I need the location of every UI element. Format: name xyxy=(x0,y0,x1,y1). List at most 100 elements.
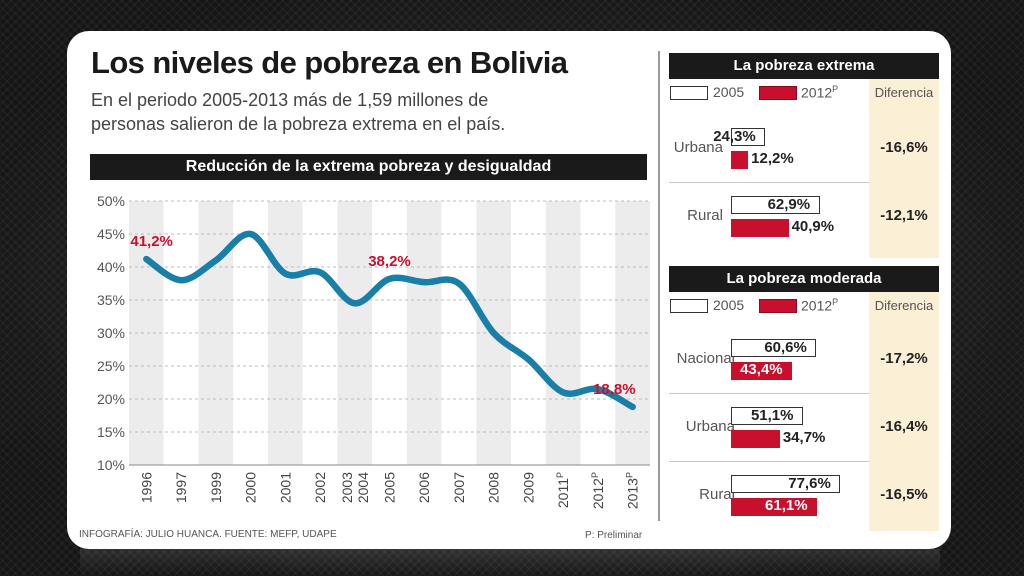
data-point xyxy=(561,390,565,394)
data-point xyxy=(179,278,183,282)
difference-value: -12,1% xyxy=(880,207,928,224)
bar-2012 xyxy=(731,362,793,380)
y-tick-label: 20% xyxy=(97,391,125,407)
bar-2012 xyxy=(731,219,789,237)
row-urbana: Urbana 51,1% 34,7% -16,4% xyxy=(669,394,939,462)
y-tick-label: 10% xyxy=(97,457,125,473)
difference-header: Diferencia xyxy=(874,85,934,100)
x-tick-label: 2006 xyxy=(416,472,432,503)
value-2005: 51,1% xyxy=(750,407,794,424)
value-2005: 77,6% xyxy=(788,475,831,492)
data-point xyxy=(631,405,635,409)
value-2012: 61,1% xyxy=(765,497,808,514)
x-tick-label: 2003 xyxy=(339,472,355,503)
difference-value: -17,2% xyxy=(880,350,928,367)
moderate-poverty-header: La pobreza moderada xyxy=(669,266,939,292)
row-rural: Rural 62,9% 40,9% -12,1% xyxy=(669,183,939,251)
data-label: 38,2% xyxy=(368,253,411,270)
data-point xyxy=(526,357,530,361)
x-tick-label: 2005 xyxy=(382,472,398,503)
extreme-legend: 2005 2012P Diferencia xyxy=(669,79,939,107)
value-2005: 60,6% xyxy=(764,339,807,356)
y-tick-label: 45% xyxy=(97,226,125,242)
grid-band xyxy=(511,201,546,465)
bar-2005 xyxy=(731,407,803,425)
data-point xyxy=(388,277,391,281)
x-tick-label: 1997 xyxy=(173,472,189,503)
row-separator xyxy=(669,393,869,394)
row-rural: Rural 77,6% 61,1% -16,5% xyxy=(669,462,939,530)
x-tick-label: 1999 xyxy=(208,472,224,503)
x-tick-label: 2008 xyxy=(486,472,502,503)
difference-value: -16,6% xyxy=(880,139,928,156)
data-point xyxy=(457,282,461,285)
data-label: 18,8% xyxy=(593,381,636,398)
y-tick-label: 35% xyxy=(97,292,125,308)
data-point xyxy=(422,280,426,284)
x-tick-label: 2000 xyxy=(243,472,259,503)
x-tick-label: 2011P xyxy=(555,472,571,508)
value-2005: 62,9% xyxy=(767,196,811,213)
footer-preliminary-note: P: Preliminar xyxy=(585,530,643,541)
x-tick-label: 2012P xyxy=(590,472,606,509)
difference-value: -16,5% xyxy=(880,486,928,503)
data-point xyxy=(596,387,600,391)
bar-2012 xyxy=(731,498,818,516)
data-point xyxy=(249,232,253,236)
x-tick-label: 2013P xyxy=(625,472,641,509)
data-point xyxy=(318,270,322,274)
bar-2012 xyxy=(731,151,749,169)
row-nacional: Nacional 60,6% 43,4% -17,2% xyxy=(669,326,939,394)
row-label: Rural xyxy=(687,207,723,224)
x-tick-label: 2002 xyxy=(312,472,328,503)
y-tick-label: 25% xyxy=(97,358,125,374)
bar-2005 xyxy=(731,196,820,214)
footer-credit: INFOGRAFÍA: JULIO HUANCA. FUENTE: MEFP, … xyxy=(79,529,337,540)
legend-2005-swatch xyxy=(670,86,708,100)
value-2012: 43,4% xyxy=(740,361,783,378)
legend-2005-label: 2005 xyxy=(713,84,745,100)
row-label: Urbana xyxy=(685,418,735,435)
difference-value: -16,4% xyxy=(880,418,928,435)
slide-reflection xyxy=(80,549,940,576)
grid-band xyxy=(163,201,199,465)
y-tick-label: 30% xyxy=(97,325,125,341)
bar-2005 xyxy=(731,128,766,146)
grid-band xyxy=(129,201,164,465)
extreme-poverty-panel: La pobreza extrema 2005 2012P Diferencia… xyxy=(669,53,939,258)
data-point xyxy=(214,258,218,262)
grid-band xyxy=(302,201,338,465)
legend-2012-label: 2012P xyxy=(801,84,839,101)
row-separator xyxy=(669,461,869,462)
grid-band xyxy=(615,201,650,465)
chart-header: Reducción de la extrema pobreza y desigu… xyxy=(90,154,647,180)
legend-2005-swatch xyxy=(670,299,708,313)
moderate-legend: 2005 2012P Diferencia xyxy=(669,292,939,320)
value-2012: 40,9% xyxy=(791,218,835,235)
moderate-poverty-panel: La pobreza moderada 2005 2012P Diferenci… xyxy=(669,266,939,531)
x-tick-label: 1996 xyxy=(138,472,154,503)
x-tick-label: 2009 xyxy=(520,472,536,503)
page-subtitle: En el periodo 2005-2013 más de 1,59 mill… xyxy=(91,90,506,134)
row-label: Nacional xyxy=(676,350,735,367)
row-label: Urbana xyxy=(673,139,723,156)
row-urbana: Urbana 24,3% 12,2% -16,6% xyxy=(669,115,939,183)
legend-2005-label: 2005 xyxy=(713,297,745,313)
data-point xyxy=(353,301,357,305)
value-2012: 12,2% xyxy=(751,150,794,167)
infographic-slide: Los niveles de pobreza en Bolivia En el … xyxy=(67,31,951,549)
bar-2012 xyxy=(731,430,780,448)
grid-band xyxy=(337,201,373,465)
data-point xyxy=(492,331,496,335)
page-title: Los niveles de pobreza en Bolivia xyxy=(91,45,568,80)
row-label: Rural xyxy=(699,486,735,503)
data-point xyxy=(144,257,148,261)
data-point xyxy=(283,272,287,276)
bar-2005 xyxy=(731,339,817,357)
y-tick-label: 50% xyxy=(97,193,125,209)
x-tick-label: 2004 xyxy=(355,472,371,503)
difference-header: Diferencia xyxy=(874,298,934,313)
x-tick-label: 2007 xyxy=(451,472,467,503)
poverty-line-chart: 10% 15% 20% 25% 30% 35% 40% 45% 50% 41,2% 38,2% 18,… xyxy=(97,193,650,509)
legend-2012-swatch xyxy=(759,86,797,100)
